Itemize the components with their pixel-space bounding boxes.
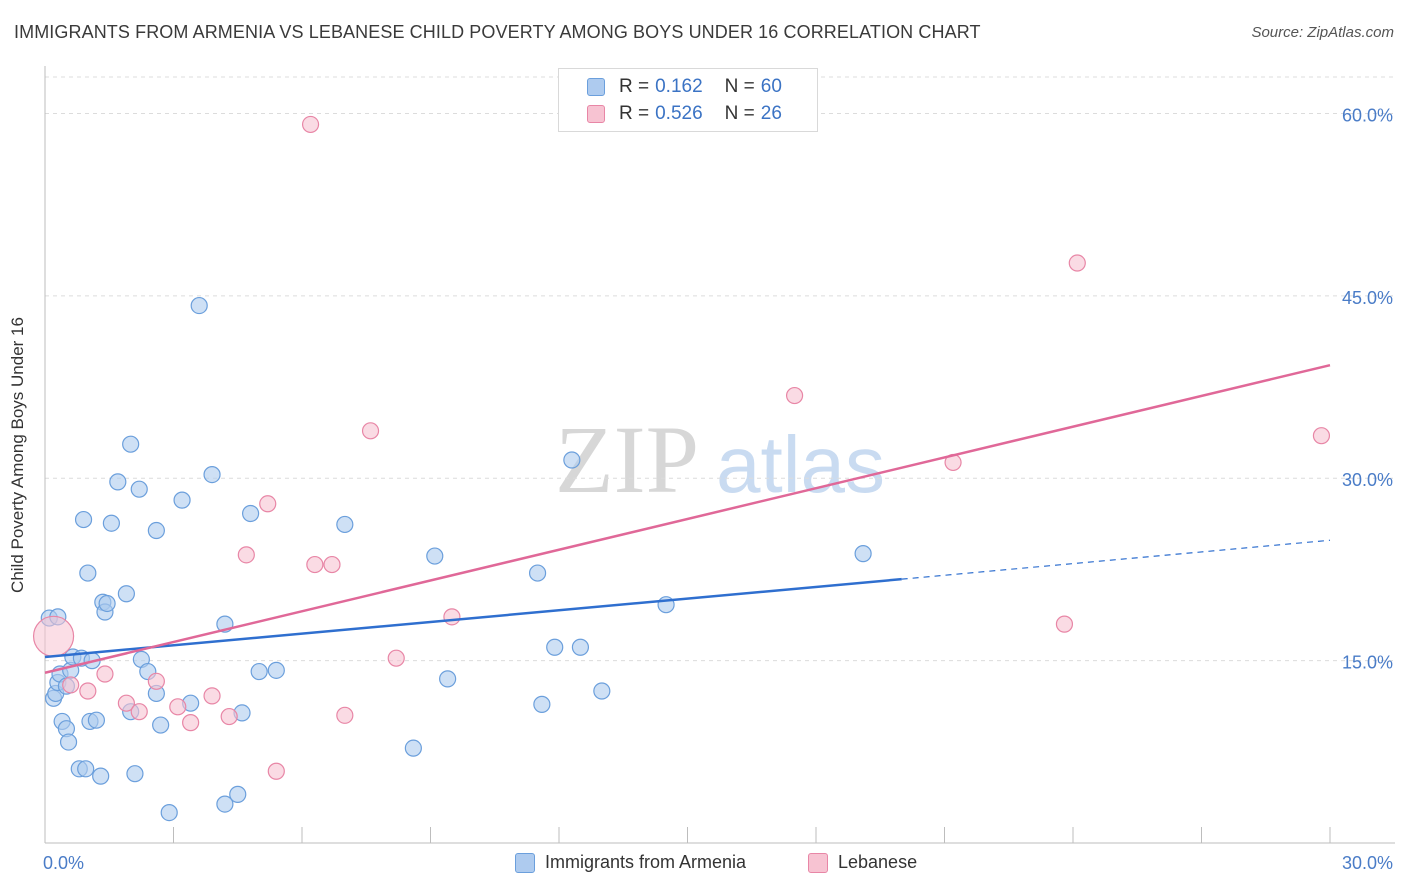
armenia-point	[173, 491, 191, 509]
legend-n-label: N =	[724, 76, 755, 97]
lebanese-point	[1055, 615, 1074, 633]
watermark-atlas: atlas	[716, 420, 885, 509]
bottom-legend-label-armenia: Immigrants from Armenia	[545, 852, 747, 872]
armenia-point	[229, 785, 247, 803]
armenia-trend-extension	[901, 539, 1331, 580]
armenia-point	[122, 435, 140, 453]
axes	[44, 66, 1395, 844]
legend-swatch-armenia	[587, 78, 605, 96]
lebanese-point	[323, 555, 341, 574]
lebanese-point	[443, 608, 461, 626]
lebanese-point	[361, 422, 380, 440]
lebanese-point	[203, 687, 221, 705]
armenia-point	[528, 564, 547, 582]
legend-r-label: R =	[619, 103, 650, 124]
lebanese-point	[62, 676, 80, 694]
trend-lines	[44, 363, 1331, 674]
lebanese-point	[301, 115, 320, 134]
grid-lines	[45, 76, 1395, 662]
armenia-point	[593, 682, 611, 700]
y-tick-label: 60.0%	[1342, 105, 1393, 125]
lebanese-point	[79, 682, 97, 700]
armenia-point	[74, 510, 93, 529]
legend-r-value: 0.526	[655, 103, 703, 124]
y-tick-label: 15.0%	[1342, 653, 1393, 673]
tick-labels: 15.0% 30.0% 45.0% 60.0% 0.0% 30.0%	[43, 105, 1393, 873]
armenia-point	[87, 711, 106, 729]
armenia-point	[92, 767, 110, 785]
armenia-point	[203, 465, 221, 484]
bottom-legend-lebanese: Lebanese	[808, 852, 917, 873]
lebanese-point	[147, 672, 165, 690]
y-tick-label: 30.0%	[1342, 470, 1393, 490]
legend-row-armenia: R = 0.162 N = 60	[587, 75, 782, 99]
armenia-point	[426, 547, 444, 565]
armenia-trend-line	[44, 577, 902, 659]
armenia-point	[77, 760, 95, 778]
bottom-legend-swatch-lebanese	[808, 852, 828, 873]
armenia-point	[190, 296, 208, 315]
armenia-point	[109, 473, 127, 491]
watermark: ZIP atlas	[555, 406, 885, 513]
armenia-point	[216, 795, 234, 813]
lebanese-point	[336, 706, 354, 724]
legend-r-value: 0.162	[655, 76, 703, 97]
armenia-point	[147, 521, 165, 540]
armenia-point	[546, 638, 564, 656]
lebanese-point	[117, 694, 135, 712]
lebanese-point	[220, 707, 238, 726]
lebanese-point	[182, 714, 200, 732]
lebanese-point	[387, 649, 405, 667]
lebanese-point	[1068, 254, 1086, 272]
lebanese-point	[130, 703, 148, 721]
armenia-point	[242, 504, 260, 523]
armenia-point	[98, 594, 116, 613]
lebanese-point	[1312, 427, 1331, 445]
legend-n-value: 26	[760, 103, 782, 124]
lebanese-point	[785, 386, 804, 405]
armenia-point	[102, 514, 120, 532]
armenia-point	[59, 733, 78, 751]
armenia-point	[250, 662, 268, 681]
y-axis-label: Child Poverty Among Boys Under 16	[8, 317, 27, 593]
legend-n-value: 60	[760, 76, 782, 97]
lebanese-point	[267, 762, 285, 780]
legend-row-lebanese: R = 0.526 N = 26	[587, 102, 782, 126]
x-tick-label: 30.0%	[1342, 853, 1393, 873]
y-tick-label: 45.0%	[1342, 288, 1393, 308]
legend-r-label: R =	[619, 76, 650, 97]
lebanese-point	[96, 665, 114, 683]
x-tick-label: 0.0%	[43, 853, 84, 873]
armenia-point	[336, 515, 354, 534]
armenia-point	[130, 480, 148, 498]
armenia-point	[267, 661, 285, 679]
bottom-legend-swatch-armenia	[515, 852, 535, 873]
bottom-legend-label-lebanese: Lebanese	[838, 852, 918, 872]
armenia-point	[533, 695, 551, 713]
legend-n-label: N =	[724, 103, 755, 124]
armenia-point	[79, 564, 97, 582]
lebanese-trend-line	[44, 363, 1331, 674]
armenia-point	[117, 585, 135, 603]
armenia-point	[160, 804, 178, 822]
armenia-point	[404, 739, 422, 757]
armenia-point	[563, 451, 581, 469]
bottom-legend-armenia: Immigrants from Armenia	[515, 852, 746, 873]
armenia-point	[571, 638, 590, 656]
data-points	[32, 115, 1331, 822]
lebanese-point	[32, 615, 75, 657]
legend-swatch-lebanese	[587, 105, 605, 123]
armenia-point	[126, 765, 144, 783]
lebanese-point	[259, 495, 277, 513]
lebanese-point	[169, 698, 187, 716]
chart-title: IMMIGRANTS FROM ARMENIA VS LEBANESE CHIL…	[14, 22, 981, 42]
armenia-point	[439, 670, 457, 688]
armenia-point	[854, 545, 872, 563]
lebanese-point	[306, 555, 324, 574]
source-label: Source: ZipAtlas.com	[1251, 24, 1394, 41]
lebanese-point	[237, 546, 255, 564]
armenia-point	[152, 716, 170, 734]
correlation-legend: R = 0.162 N = 60 R = 0.526 N = 26	[558, 68, 818, 132]
